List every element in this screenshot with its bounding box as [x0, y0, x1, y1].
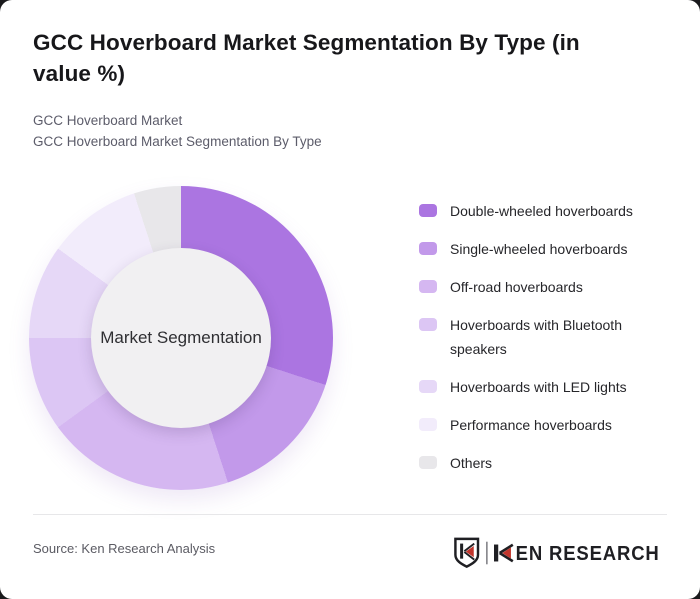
legend-item: Single-wheeled hoverboards: [419, 237, 675, 261]
legend-swatch: [419, 456, 437, 469]
subtitle-line-1: GCC Hoverboard Market: [33, 113, 183, 128]
legend-label: Others: [450, 455, 493, 471]
page-title-line-1: GCC Hoverboard Market Segmentation By Ty…: [33, 30, 580, 55]
legend-label: Off-road hoverboards: [450, 279, 583, 295]
legend-item: Hoverboards with Bluetooth speakers: [419, 313, 675, 361]
legend-item: Hoverboards with LED lights: [419, 375, 675, 399]
footer-divider: [33, 514, 667, 515]
legend-label: Performance hoverboards: [450, 417, 612, 433]
legend-label: Single-wheeled hoverboards: [450, 241, 628, 257]
legend-swatch: [419, 380, 437, 393]
donut-center-label: Market Segmentation: [100, 328, 262, 347]
legend-label: Hoverboards with Bluetooth speakers: [450, 317, 622, 357]
donut-center: Market Segmentation: [91, 248, 271, 428]
ken-research-logo: EN RESEARCH: [446, 537, 670, 569]
logo-separator: [486, 541, 488, 565]
chart-legend: Double-wheeled hoverboards Single-wheeled…: [419, 199, 675, 475]
chart-subtitle: GCC Hoverboard Market GCC Hoverboard Mar…: [33, 110, 322, 152]
legend-swatch: [419, 418, 437, 431]
ken-research-shield-icon: [454, 537, 480, 569]
legend-item: Performance hoverboards: [419, 413, 675, 437]
subtitle-line-2: GCC Hoverboard Market Segmentation By Ty…: [33, 134, 322, 149]
legend-swatch: [419, 242, 437, 255]
page-title-line-2: value %): [33, 61, 126, 86]
page-title: GCC Hoverboard Market Segmentation By Ty…: [33, 27, 580, 89]
legend-label: Double-wheeled hoverboards: [450, 203, 633, 219]
legend-item: Double-wheeled hoverboards: [419, 199, 675, 223]
source-note: Source: Ken Research Analysis: [33, 541, 216, 556]
logo-k-glyph: [494, 543, 514, 563]
legend-label: Hoverboards with LED lights: [450, 379, 627, 395]
legend-item: Off-road hoverboards: [419, 275, 675, 299]
logo-wordmark: EN RESEARCH: [516, 542, 660, 565]
legend-item: Others: [419, 451, 675, 475]
legend-swatch: [419, 318, 437, 331]
legend-swatch: [419, 204, 437, 217]
donut-chart: Market Segmentation: [29, 186, 333, 490]
legend-swatch: [419, 280, 437, 293]
